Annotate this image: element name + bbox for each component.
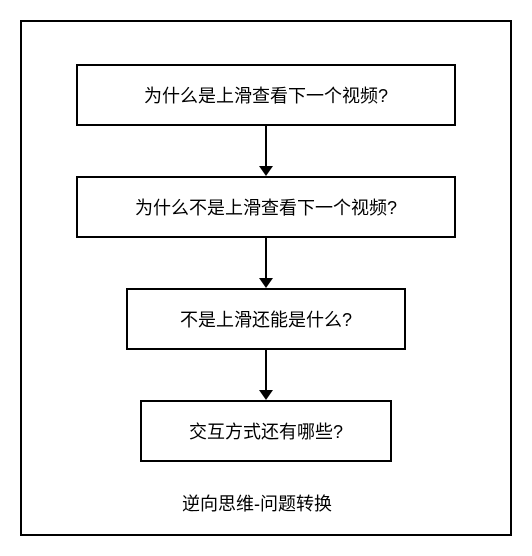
edge-3-head	[259, 390, 273, 400]
node-1-label: 为什么是上滑查看下一个视频?	[144, 82, 388, 108]
node-2: 为什么不是上滑查看下一个视频?	[76, 176, 456, 238]
edge-2-head	[259, 278, 273, 288]
node-2-label: 为什么不是上滑查看下一个视频?	[135, 194, 397, 220]
node-3-label: 不是上滑还能是什么?	[180, 306, 352, 332]
node-4: 交互方式还有哪些?	[140, 400, 392, 462]
edge-1-line	[265, 126, 267, 166]
edge-1-head	[259, 166, 273, 176]
edge-2-line	[265, 238, 267, 278]
caption: 逆向思维-问题转换	[182, 490, 332, 516]
node-1: 为什么是上滑查看下一个视频?	[76, 64, 456, 126]
node-3: 不是上滑还能是什么?	[126, 288, 406, 350]
edge-3-line	[265, 350, 267, 390]
caption-text: 逆向思维-问题转换	[182, 494, 332, 514]
flowchart-canvas: 为什么是上滑查看下一个视频? 为什么不是上滑查看下一个视频? 不是上滑还能是什么…	[0, 0, 532, 556]
node-4-label: 交互方式还有哪些?	[189, 418, 343, 444]
